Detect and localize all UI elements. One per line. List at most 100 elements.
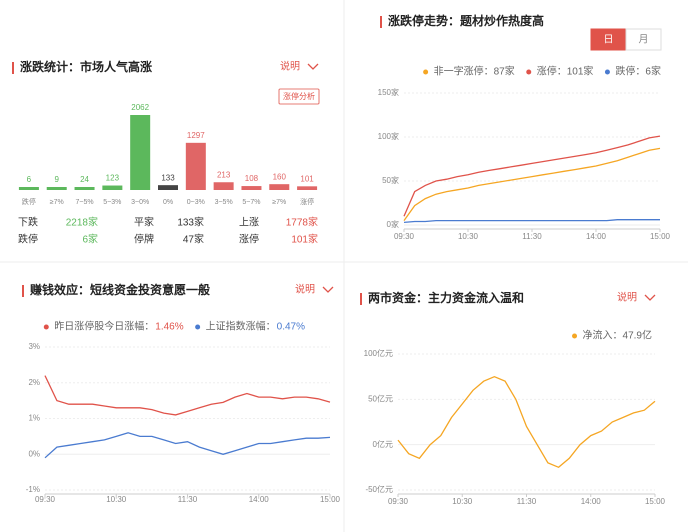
x-tick-label: 09:30	[394, 232, 415, 241]
x-tick-label: 15:00	[650, 232, 671, 241]
x-tick-label: 09:30	[388, 497, 409, 506]
chart-title: 涨跌统计：市场人气高涨	[20, 59, 152, 74]
legend-swatch	[43, 324, 49, 330]
toggle-button[interactable]	[625, 28, 662, 51]
y-tick-label: 100家	[378, 131, 399, 141]
legend-swatch	[526, 69, 532, 75]
x-tick-label: 15:00	[645, 497, 666, 506]
category-label: 涨停	[300, 197, 314, 206]
value-label: 9	[55, 175, 60, 184]
y-tick-label: -1%	[26, 485, 40, 494]
x-tick-label: 11:30	[522, 232, 542, 241]
value-label: 123	[106, 174, 120, 183]
y-tick-label: 1%	[28, 414, 40, 423]
legend-value: 1.46%	[155, 322, 183, 333]
y-tick-label: 0%	[28, 449, 40, 458]
y-tick-label: 100亿元	[364, 348, 393, 358]
toggle-label: 月	[639, 34, 649, 46]
title-marker	[380, 16, 382, 28]
y-tick-label: 50亿元	[368, 393, 393, 403]
x-tick-label: 09:30	[35, 495, 56, 504]
legend-swatch	[604, 69, 610, 75]
x-tick-label: 11:30	[178, 495, 198, 504]
title-marker	[360, 293, 362, 305]
legend-label: 跌停：6家	[615, 65, 661, 78]
bar	[102, 185, 123, 190]
bar	[18, 187, 39, 190]
analysis-button[interactable]	[278, 88, 320, 105]
note-link[interactable]: 说明	[295, 283, 315, 296]
bar	[46, 187, 67, 190]
value-label: 6	[27, 175, 32, 184]
stat-value: 47家	[183, 233, 204, 246]
value-label: 160	[273, 172, 287, 181]
x-tick-label: 10:30	[452, 497, 473, 506]
stat-value: 2218家	[66, 216, 98, 229]
stat-label: 平家	[134, 216, 154, 229]
category-label: ≥7%	[50, 199, 64, 206]
category-label: 5~7%	[242, 199, 260, 206]
bar	[158, 185, 178, 190]
note-link[interactable]: 说明	[280, 60, 300, 73]
value-label: 24	[80, 175, 89, 184]
stat-value: 6家	[82, 233, 98, 246]
series-line	[397, 375, 656, 469]
stat-label: 上涨	[239, 217, 259, 229]
category-label: ≥7%	[272, 199, 286, 206]
legend-swatch	[572, 333, 578, 339]
bar	[74, 187, 95, 190]
bar	[297, 186, 318, 190]
x-tick-label: 14:00	[586, 232, 607, 241]
stat-label: 跌停	[18, 233, 38, 246]
toggle-label: 日	[604, 35, 614, 46]
x-tick-label: 11:30	[517, 497, 537, 506]
chevron	[644, 294, 656, 301]
value-label: 2062	[131, 103, 149, 112]
legend-label: 涨停：101家	[537, 65, 594, 78]
chart-title: 两市资金：主力资金流入温和	[368, 290, 524, 305]
bar	[130, 115, 151, 190]
category-label: 0%	[163, 199, 173, 206]
y-tick-label: -50亿元	[365, 484, 393, 494]
chevron	[307, 63, 319, 70]
stat-label: 停牌	[134, 233, 154, 246]
series-line	[403, 135, 661, 217]
title-marker	[12, 62, 14, 74]
legend-label: 上证指数涨幅：	[206, 320, 276, 333]
y-tick-label: 3%	[28, 342, 40, 351]
title-marker	[22, 285, 24, 297]
chart-title: 赚钱效应：短线资金投资意愿一般	[29, 282, 210, 297]
category-label: 3~5%	[215, 199, 233, 206]
analysis-button-label: 涨停分析	[283, 91, 315, 101]
chart-title: 涨跌停走势：题材炒作热度高	[388, 13, 544, 28]
value-label: 1297	[187, 131, 205, 140]
category-label: 跌停	[22, 197, 36, 206]
legend-label: 昨日涨停股今日涨幅：	[54, 320, 154, 333]
stat-label: 涨停	[239, 233, 259, 246]
bar	[241, 186, 262, 190]
x-tick-label: 10:30	[458, 232, 479, 241]
value-label: 133	[161, 173, 175, 182]
legend-value: 0.47%	[277, 322, 305, 333]
value-label: 213	[217, 170, 231, 179]
legend-label: 净流入：47.9亿	[583, 329, 652, 342]
note-link[interactable]: 说明	[617, 291, 637, 304]
bar	[185, 142, 206, 190]
y-tick-label: 0亿元	[373, 439, 393, 449]
bar	[269, 184, 290, 190]
series-line	[403, 147, 661, 221]
y-tick-label: 0家	[387, 219, 399, 229]
category-label: 5~3%	[103, 199, 121, 206]
x-tick-label: 14:00	[581, 497, 602, 506]
value-label: 108	[245, 174, 259, 183]
bar	[213, 182, 234, 190]
stat-value: 1778家	[286, 216, 318, 229]
stat-label: 下跌	[18, 216, 38, 229]
x-tick-label: 10:30	[106, 495, 127, 504]
legend-label: 非一字涨停：87家	[434, 65, 515, 78]
category-label: 7~5%	[75, 199, 93, 206]
category-label: 0~3%	[187, 199, 205, 206]
series-line	[44, 375, 331, 416]
y-tick-label: 2%	[28, 378, 40, 387]
